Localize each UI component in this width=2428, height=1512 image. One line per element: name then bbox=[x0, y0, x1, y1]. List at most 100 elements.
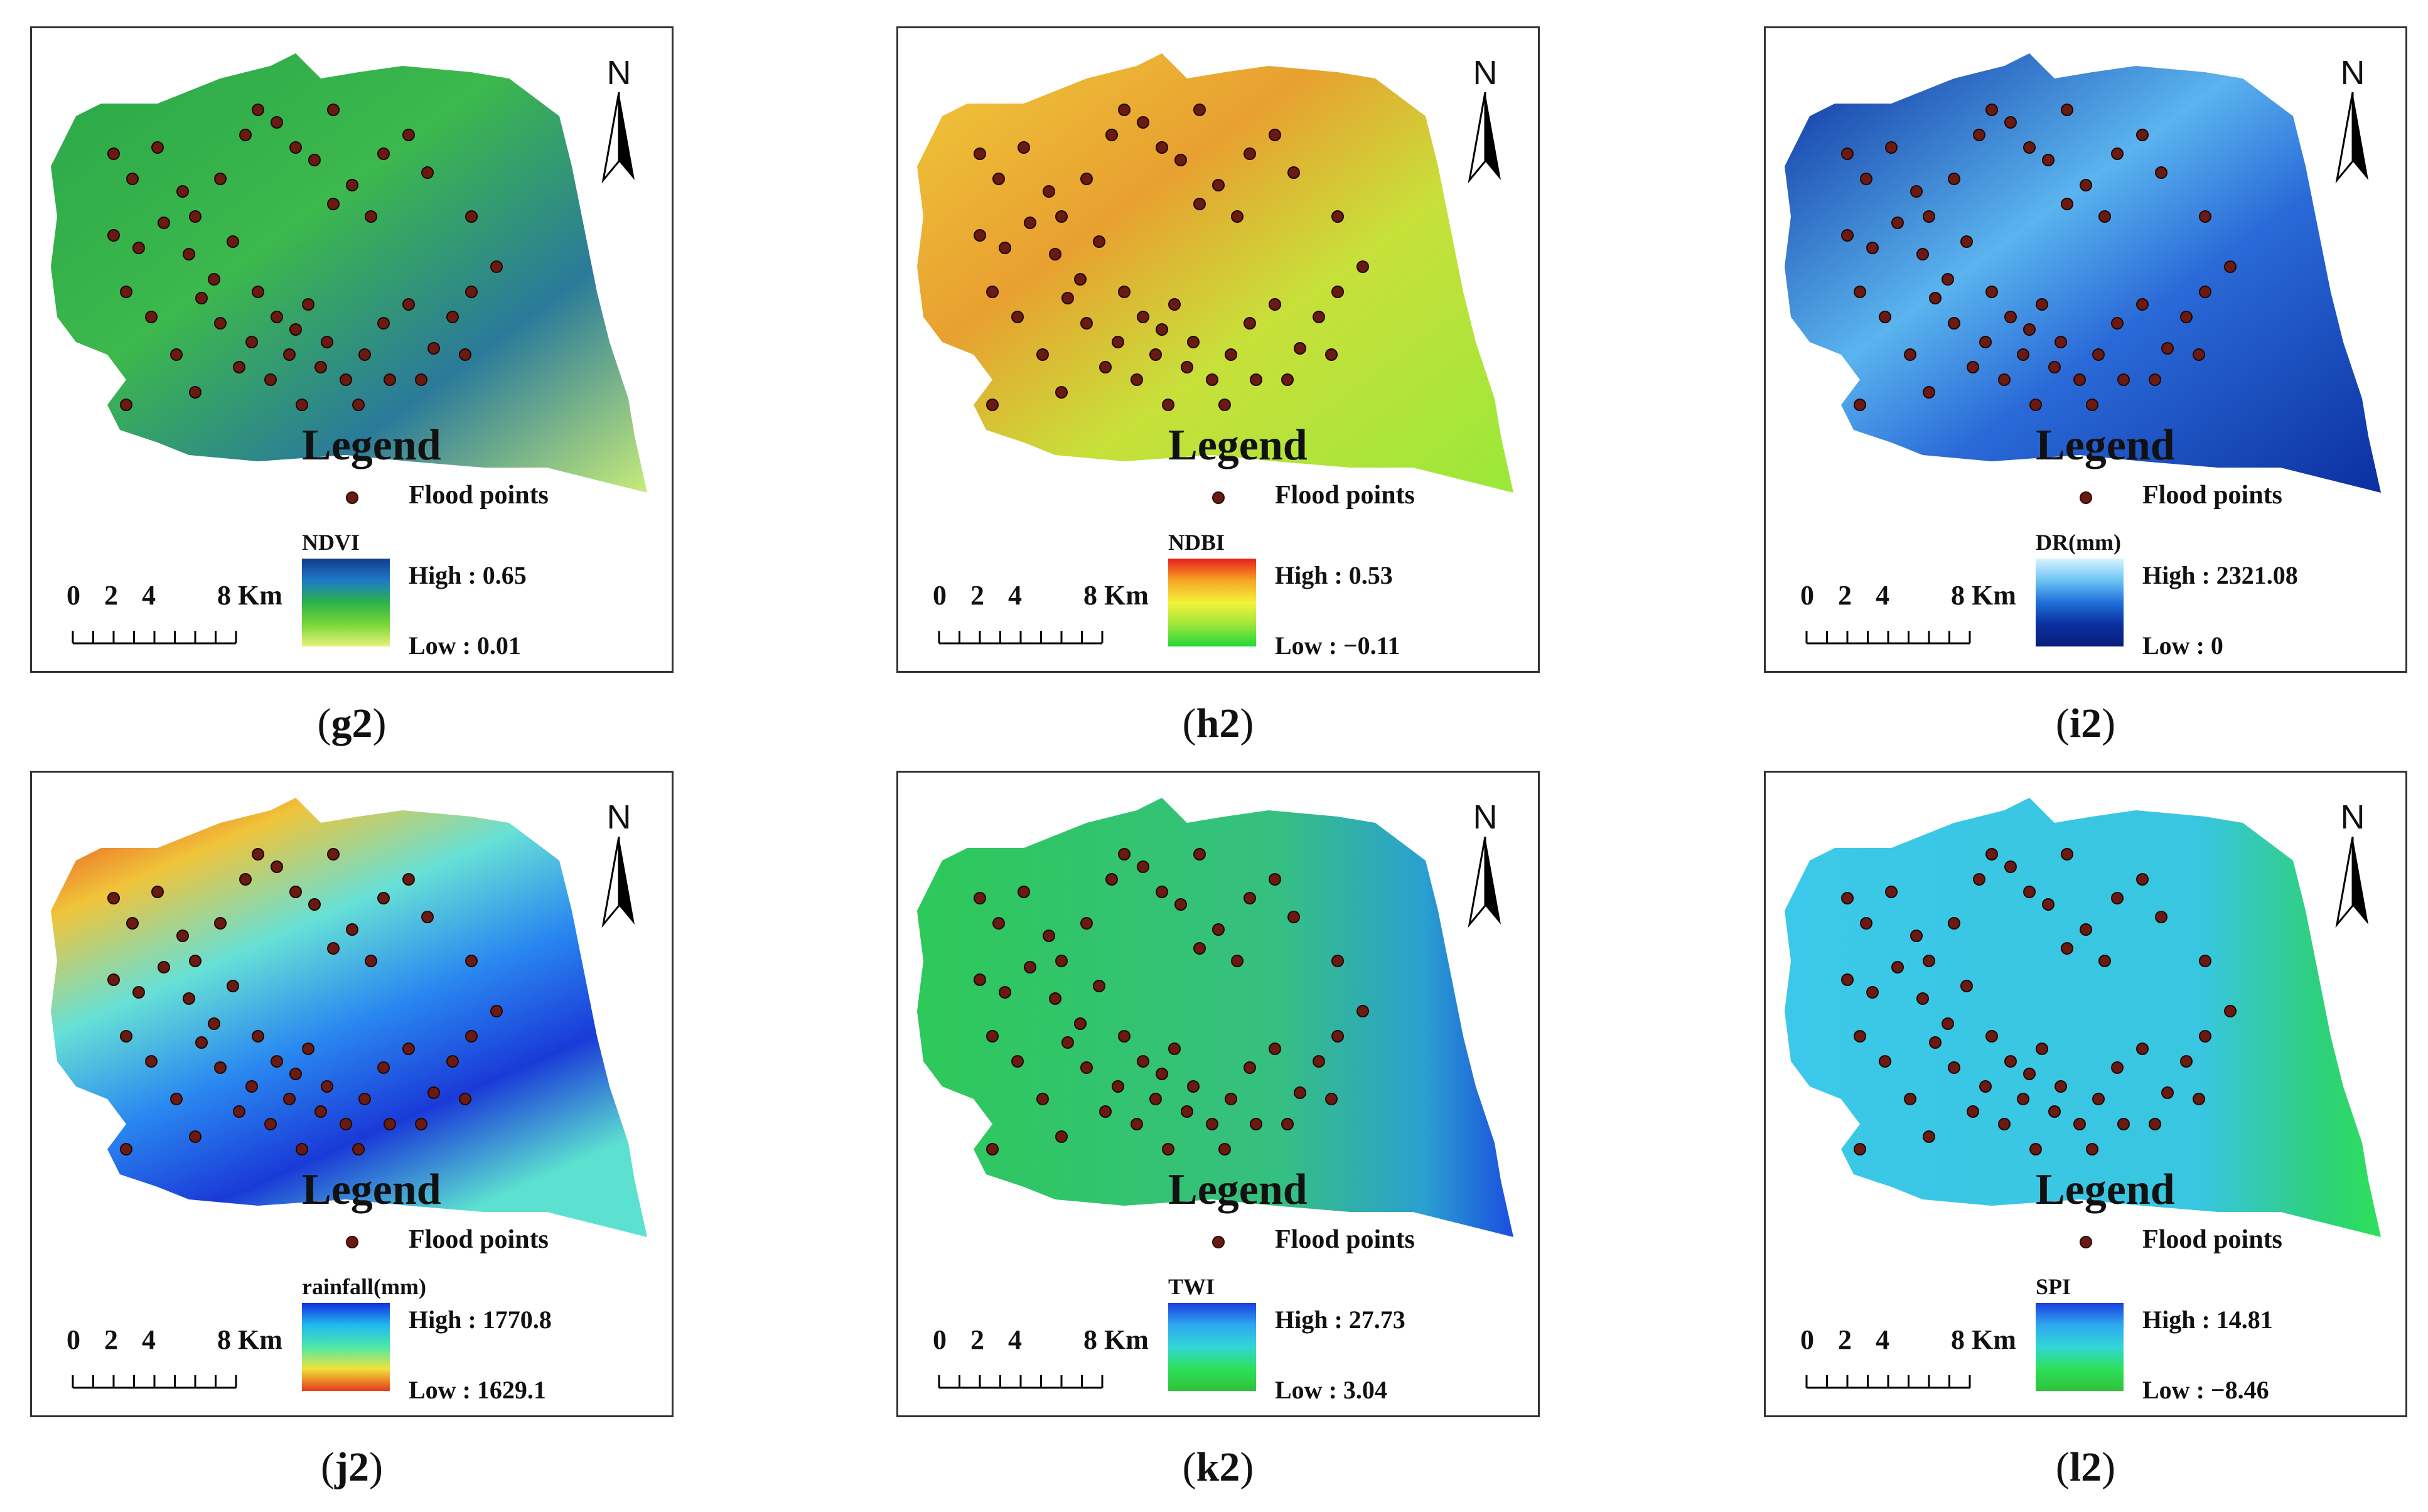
north-label: N bbox=[2340, 798, 2365, 836]
flood-point-marker bbox=[252, 104, 264, 116]
flood-point-marker bbox=[2092, 348, 2105, 361]
flood-point-marker bbox=[2004, 116, 2017, 129]
ramp-high-label: High : 0.65 bbox=[409, 561, 527, 589]
flood-point-marker bbox=[1193, 104, 1206, 116]
flood-point-marker bbox=[1967, 1105, 1979, 1118]
flood-point-marker bbox=[1287, 911, 1300, 923]
flood-points-label: Flood points bbox=[409, 481, 549, 510]
flood-point-marker bbox=[1156, 1068, 1168, 1080]
flood-point-marker bbox=[384, 1118, 396, 1130]
flood-point-marker bbox=[1967, 361, 1979, 373]
flood-point-marker bbox=[346, 179, 358, 191]
flood-point-marker bbox=[1281, 1118, 1294, 1130]
ramp-high-label: High : 1770.8 bbox=[409, 1306, 552, 1334]
flood-point-marker bbox=[2180, 311, 2193, 323]
flood-point-marker bbox=[974, 229, 986, 242]
flood-point-marker bbox=[1149, 348, 1162, 361]
flood-point-marker bbox=[271, 311, 283, 323]
flood-point-marker bbox=[1118, 1030, 1131, 1043]
layer-name: SPI bbox=[2036, 1274, 2071, 1299]
ramp-low-label: Low : 1629.1 bbox=[409, 1376, 546, 1404]
flood-point-marker bbox=[402, 1043, 415, 1055]
flood-point-marker bbox=[1313, 311, 1325, 323]
flood-point-marker bbox=[1973, 129, 1985, 141]
flood-point-marker bbox=[1055, 1130, 1068, 1143]
flood-point-marker bbox=[1061, 292, 1074, 304]
flood-point-marker bbox=[2224, 260, 2237, 273]
flood-point-marker bbox=[465, 210, 478, 223]
flood-point-marker bbox=[2224, 1005, 2237, 1017]
flood-point-marker bbox=[2023, 1068, 2036, 1080]
layer-name: NDVI bbox=[302, 530, 360, 555]
flood-point-marker bbox=[1841, 892, 1854, 904]
flood-point-marker bbox=[1916, 248, 1929, 260]
flood-point-marker bbox=[252, 1030, 264, 1043]
study-area-region bbox=[917, 53, 1513, 493]
flood-point-marker bbox=[2111, 1061, 2124, 1074]
flood-point-marker bbox=[1187, 1080, 1200, 1093]
flood-point-marker bbox=[321, 1080, 333, 1093]
flood-point-marker bbox=[189, 955, 201, 967]
layer-name: NDBI bbox=[1168, 530, 1225, 555]
flood-point-marker bbox=[1331, 286, 1344, 298]
flood-point-marker bbox=[1929, 1036, 1942, 1049]
color-ramp bbox=[302, 559, 390, 646]
flood-point-marker bbox=[1231, 955, 1244, 967]
flood-point-marker bbox=[377, 892, 390, 904]
flood-point-marker bbox=[2061, 104, 2073, 116]
flood-point-marker bbox=[2036, 1043, 2048, 1055]
flood-point-marker bbox=[2048, 361, 2061, 373]
flood-point-marker bbox=[2136, 1043, 2149, 1055]
flood-point-marker bbox=[1244, 317, 1256, 330]
flood-point-marker bbox=[1093, 980, 1105, 992]
scale-bar bbox=[938, 1375, 1104, 1389]
scale-bar bbox=[1805, 1375, 1971, 1389]
flood-point-marker bbox=[195, 1036, 208, 1049]
flood-point-marker bbox=[1055, 210, 1068, 223]
flood-point-marker bbox=[120, 399, 132, 411]
legend-title: Legend bbox=[302, 421, 441, 469]
scale-bar bbox=[1805, 631, 1971, 645]
flood-point-marker bbox=[1043, 930, 1055, 942]
flood-point-marker bbox=[2136, 873, 2149, 886]
flood-point-marker bbox=[1168, 1043, 1181, 1055]
flood-point-marker bbox=[992, 917, 1005, 930]
flood-point-marker bbox=[327, 104, 340, 116]
flood-point-marker bbox=[189, 210, 201, 223]
color-ramp bbox=[1168, 559, 1256, 646]
flood-point-marker bbox=[1193, 198, 1206, 210]
legend-title: Legend bbox=[2036, 1166, 2175, 1214]
flood-point-marker bbox=[986, 286, 999, 298]
flood-point-marker bbox=[107, 892, 120, 904]
flood-point-marker bbox=[239, 873, 252, 886]
flood-point-marker bbox=[289, 1068, 302, 1080]
flood-point-marker bbox=[421, 166, 434, 179]
panel-caption: (l2) bbox=[2055, 1444, 2116, 1490]
flood-point-marker bbox=[1112, 336, 1124, 348]
flood-point-marker bbox=[1860, 173, 1872, 185]
flood-point-marker bbox=[1250, 1118, 1262, 1130]
ramp-low-label: Low : 0.01 bbox=[409, 631, 521, 660]
north-label: N bbox=[606, 798, 631, 836]
flood-point-marker bbox=[2055, 336, 2067, 348]
flood-point-marker bbox=[214, 173, 227, 185]
north-arrow-icon: N bbox=[597, 798, 641, 934]
flood-point-marker bbox=[1162, 1143, 1174, 1155]
flood-point-marker bbox=[2017, 348, 2029, 361]
flood-point-marker bbox=[296, 1143, 308, 1155]
flood-point-marker bbox=[183, 248, 195, 260]
flood-point-marker bbox=[2199, 286, 2211, 298]
flood-point-marker bbox=[170, 348, 183, 361]
ramp-high-label: High : 27.73 bbox=[1275, 1306, 1405, 1334]
flood-point-marker bbox=[377, 1061, 390, 1074]
color-ramp bbox=[1168, 1303, 1256, 1391]
flood-point-marker bbox=[1998, 373, 2011, 386]
flood-point-marker bbox=[2073, 1118, 2086, 1130]
flood-point-marker bbox=[227, 980, 239, 992]
panel-caption: (g2) bbox=[317, 700, 387, 746]
flood-point-marker bbox=[264, 373, 277, 386]
layer-name: TWI bbox=[1168, 1274, 1215, 1299]
flood-point-marker bbox=[132, 986, 145, 999]
flood-points-label: Flood points bbox=[2142, 481, 2282, 510]
flood-point-marker bbox=[271, 116, 283, 129]
